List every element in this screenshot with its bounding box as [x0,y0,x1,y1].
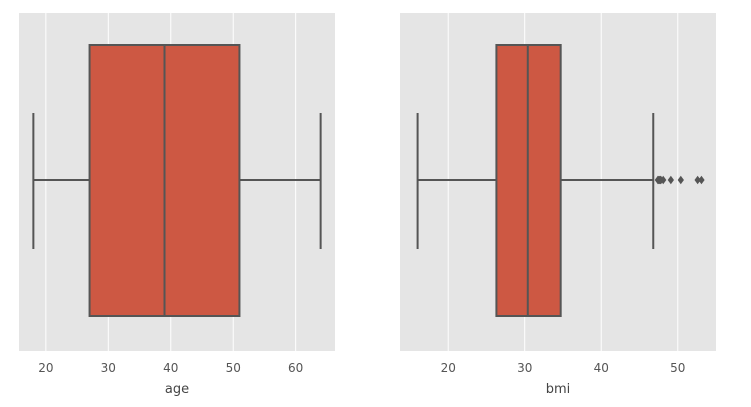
outlier-point [694,175,701,185]
x-tick-label: 20 [441,361,456,375]
outlier-point [677,175,684,185]
outlier-point [660,175,667,185]
x-axis-label: age [165,382,189,397]
age-boxplot-panel: 20 30 40 50 60 age [19,13,335,397]
outlier-point [698,175,705,185]
x-tick-label: 20 [38,361,53,375]
x-tick-label: 50 [670,361,685,375]
x-tick-label: 30 [517,361,532,375]
outlier-point [667,175,675,185]
x-tick-label: 60 [288,361,303,375]
x-tick-label: 40 [594,361,609,375]
bmi-boxplot-panel: 20 30 40 50 bmi [400,13,716,397]
x-tick-label: 30 [101,361,116,375]
x-axis-label: bmi [546,382,571,397]
x-tick-label: 40 [163,361,178,375]
x-tick-label: 50 [226,361,241,375]
